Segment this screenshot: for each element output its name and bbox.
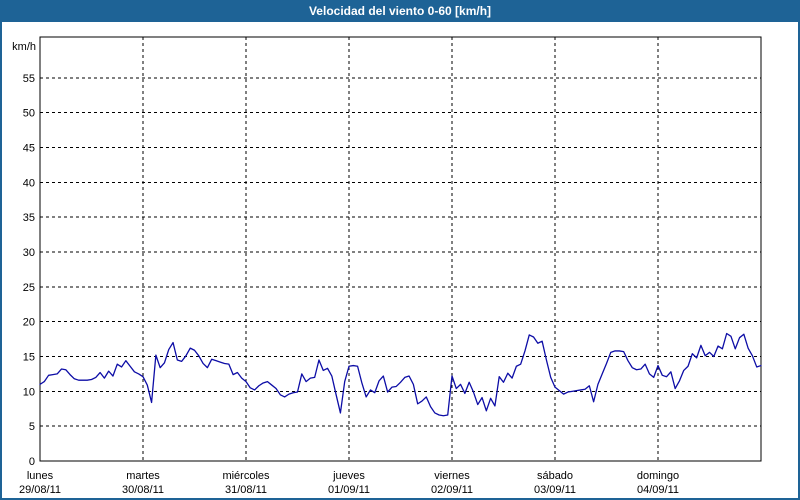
y-tick-label: 10: [23, 386, 35, 398]
x-tick-date-label: 03/09/11: [534, 484, 576, 496]
x-tick-day-label: sábado: [537, 470, 573, 482]
wind-speed-line: [39, 332, 762, 417]
y-tick-label: 55: [23, 73, 35, 85]
x-tick-date-label: 31/08/11: [225, 484, 267, 496]
y-tick-label: 35: [23, 212, 35, 224]
y-tick-label: 0: [29, 456, 35, 468]
x-tick-date-label: 04/09/11: [637, 484, 679, 496]
x-tick-day-label: lunes: [27, 470, 54, 482]
y-tick-label: 30: [23, 247, 35, 259]
x-tick-day-label: miércoles: [222, 470, 270, 482]
y-tick-label: 5: [29, 421, 35, 433]
window-title: Velocidad del viento 0-60 [km/h]: [308, 4, 492, 18]
y-tick-label: 20: [23, 317, 35, 329]
title-bar: Velocidad del viento 0-60 [km/h]: [0, 0, 800, 22]
y-tick-label: 45: [23, 143, 35, 155]
y-tick-label: 40: [23, 177, 35, 189]
x-tick-day-label: jueves: [332, 470, 365, 482]
x-tick-date-label: 29/08/11: [19, 484, 61, 496]
y-tick-label: 25: [23, 282, 35, 294]
x-tick-date-label: 02/09/11: [431, 484, 473, 496]
x-tick-day-label: martes: [126, 470, 160, 482]
plot-border: [39, 36, 762, 462]
x-tick-date-label: 01/09/11: [328, 484, 370, 496]
y-axis-unit-label: km/h: [12, 41, 36, 53]
x-tick-day-label: viernes: [434, 470, 470, 482]
y-tick-label: 15: [23, 352, 35, 364]
x-tick-date-label: 30/08/11: [122, 484, 164, 496]
x-tick-day-label: domingo: [637, 470, 679, 482]
y-tick-label: 50: [23, 108, 35, 120]
